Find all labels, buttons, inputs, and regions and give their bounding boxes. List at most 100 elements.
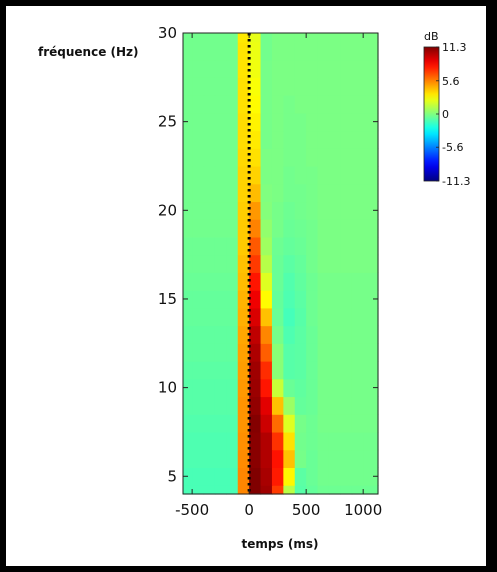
heatmap-cell [203,449,216,468]
heatmap-cell [226,307,239,327]
heatmap-cell [328,290,341,309]
heatmap-cell [226,130,239,149]
heatmap-cell [363,378,379,398]
heatmap-cell [306,343,319,362]
heatmap-cell [183,148,193,167]
heatmap-cell [271,343,284,362]
heatmap-cell [283,201,296,220]
y-tick-label: 10 [158,379,177,397]
heatmap-cell [237,95,250,114]
heatmap-cell [249,41,262,61]
heatmap-cell [203,254,216,273]
heatmap-cell [340,343,353,362]
heatmap-cell [260,77,273,96]
heatmap-cell [351,33,364,43]
heatmap-cell [226,449,239,468]
heatmap-cell [328,148,341,167]
heatmap-cell [271,325,284,344]
heatmap-cell [203,378,216,398]
heatmap-cell [260,201,273,220]
heatmap-cell [351,219,364,238]
heatmap-cell [203,272,216,291]
heatmap-cell [306,95,319,114]
heatmap-cell [249,485,262,495]
heatmap-cell [192,343,205,362]
heatmap-cell [237,254,250,273]
heatmap-cell [363,272,379,291]
heatmap-cell [271,219,284,238]
heatmap-cell [351,361,364,380]
heatmap-cell [260,307,273,327]
heatmap-cell [294,290,307,309]
heatmap-cell [214,343,227,362]
heatmap-cell [328,485,341,495]
heatmap-cell [183,77,193,96]
heatmap-cell [271,272,284,291]
heatmap-cell [306,396,319,415]
heatmap-cell [237,485,250,495]
heatmap-cell [226,254,239,273]
heatmap-cell [271,467,284,486]
heatmap-cell [340,467,353,486]
heatmap-cell [351,148,364,167]
heatmap-cell [203,236,216,256]
heatmap-cell [328,325,341,344]
heatmap-cell [363,431,379,451]
heatmap-cell [317,59,330,78]
heatmap-cell [306,254,319,273]
heatmap-cell [306,130,319,149]
heatmap-cell [183,33,193,43]
heatmap-cell [340,414,353,433]
heatmap-cell [203,290,216,309]
heatmap-cell [203,77,216,96]
heatmap-cell [294,165,307,185]
heatmap-cell [328,361,341,380]
heatmap-cell [306,41,319,61]
heatmap-cell [306,431,319,451]
heatmap-cell [306,165,319,185]
heatmap-cell [192,414,205,433]
heatmap-cell [237,236,250,256]
heatmap-cell [328,378,341,398]
heatmap-cell [260,449,273,468]
heatmap-cell [294,307,307,327]
heatmap-cell [214,431,227,451]
heatmap-cell [351,325,364,344]
heatmap-cell [214,130,227,149]
heatmap-cell [237,183,250,203]
heatmap-cell [271,485,284,495]
heatmap-cell [317,307,330,327]
heatmap-cell [328,449,341,468]
heatmap-cell [363,41,379,61]
heatmap-cell [226,165,239,185]
heatmap-cell [271,130,284,149]
heatmap-cell [203,396,216,415]
heatmap-cell [317,77,330,96]
heatmap-cell [317,219,330,238]
heatmap-cell [317,290,330,309]
heatmap-cell [363,449,379,468]
x-tick-label: 500 [292,501,321,519]
heatmap-cell [306,77,319,96]
heatmap-cell [328,183,341,203]
heatmap-cell [249,272,262,291]
heatmap-cell [351,290,364,309]
heatmap-cell [317,148,330,167]
x-axis-label: temps (ms) [242,537,319,551]
heatmap-cell [328,307,341,327]
heatmap-cell [340,148,353,167]
heatmap-cell [203,414,216,433]
heatmap-cell [363,112,379,132]
heatmap-cell [328,112,341,132]
heatmap-cell [351,307,364,327]
heatmap-cell [249,325,262,344]
heatmap-cell [260,254,273,273]
heatmap-cell [271,95,284,114]
heatmap-cell [237,165,250,185]
heatmap-cell [340,254,353,273]
heatmap-cell [183,130,193,149]
heatmap-cell [192,77,205,96]
heatmap-cell [328,165,341,185]
heatmap-cell [351,343,364,362]
heatmap-cell [214,33,227,43]
